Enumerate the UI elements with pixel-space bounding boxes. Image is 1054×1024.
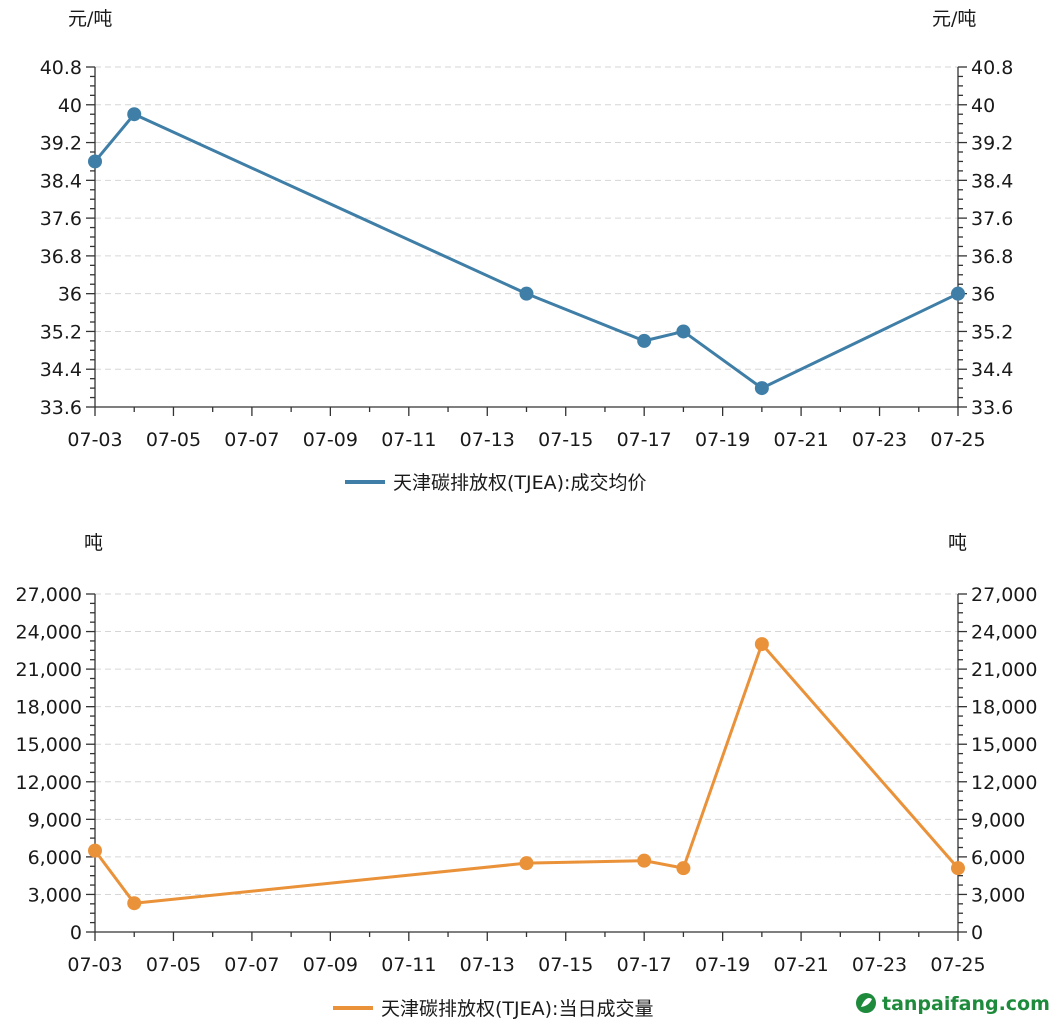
y-tick-label-left: 35.2 bbox=[40, 321, 82, 343]
y-unit-left: 吨 bbox=[84, 532, 103, 554]
y-tick-label-left: 36.8 bbox=[40, 246, 82, 268]
x-tick-label: 07-17 bbox=[617, 954, 672, 976]
x-tick-label: 07-19 bbox=[695, 429, 750, 451]
y-tick-label-left: 18,000 bbox=[16, 697, 82, 719]
x-tick-label: 07-11 bbox=[381, 429, 436, 451]
x-tick-label: 07-05 bbox=[146, 954, 201, 976]
watermark-text: tanpaifang.com bbox=[882, 993, 1050, 1015]
x-tick-label: 07-03 bbox=[67, 954, 122, 976]
y-tick-label-right: 27,000 bbox=[971, 584, 1037, 606]
y-tick-label-left: 39.2 bbox=[40, 133, 82, 155]
legend-label: 天津碳排放权(TJEA):成交均价 bbox=[393, 472, 646, 494]
legend-label: 天津碳排放权(TJEA):当日成交量 bbox=[381, 998, 653, 1020]
y-unit-right: 吨 bbox=[948, 532, 967, 554]
y-tick-label-right: 21,000 bbox=[971, 659, 1037, 681]
x-tick-label: 07-25 bbox=[930, 429, 985, 451]
x-tick-label: 07-15 bbox=[538, 954, 593, 976]
y-tick-label-right: 15,000 bbox=[971, 734, 1037, 756]
x-tick-label: 07-07 bbox=[224, 954, 279, 976]
watermark: tanpaifang.com bbox=[856, 993, 1050, 1015]
y-tick-label-left: 33.6 bbox=[40, 397, 82, 419]
x-tick-label: 07-07 bbox=[224, 429, 279, 451]
y-tick-label-right: 34.4 bbox=[971, 359, 1013, 381]
y-tick-label-left: 36 bbox=[58, 284, 82, 306]
x-tick-label: 07-21 bbox=[773, 429, 828, 451]
y-tick-label-right: 36 bbox=[971, 284, 995, 306]
data-point[interactable] bbox=[676, 861, 691, 876]
y-tick-label-right: 39.2 bbox=[971, 133, 1013, 155]
x-tick-label: 07-23 bbox=[852, 429, 907, 451]
data-point[interactable] bbox=[127, 896, 142, 911]
y-tick-label-right: 40 bbox=[971, 95, 995, 117]
series-line bbox=[93, 112, 959, 390]
x-tick-label: 07-25 bbox=[930, 954, 985, 976]
y-tick-label-right: 35.2 bbox=[971, 321, 1013, 343]
y-tick-label-left: 40 bbox=[58, 95, 82, 117]
y-tick-label-left: 34.4 bbox=[40, 359, 82, 381]
data-point[interactable] bbox=[951, 861, 965, 876]
y-unit-left: 元/吨 bbox=[68, 8, 112, 30]
y-tick-label-right: 33.6 bbox=[971, 397, 1013, 419]
data-point[interactable] bbox=[127, 107, 142, 122]
x-tick-label: 07-21 bbox=[773, 954, 828, 976]
x-tick-label: 07-17 bbox=[617, 429, 672, 451]
x-tick-label: 07-23 bbox=[852, 954, 907, 976]
y-tick-label-right: 9,000 bbox=[971, 809, 1025, 831]
y-tick-label-left: 6,000 bbox=[28, 847, 82, 869]
price-chart: 元/吨 元/吨 33.6 33.6 34.4 34.4 35.2 35.2 36 36 36.8 36… bbox=[40, 8, 1014, 494]
y-tick-label-right: 38.4 bbox=[971, 170, 1013, 192]
x-tick-label: 07-09 bbox=[303, 429, 358, 451]
y-tick-label-left: 21,000 bbox=[16, 659, 82, 681]
y-tick-label-left: 24,000 bbox=[16, 622, 82, 644]
y-tick-label-left: 3,000 bbox=[28, 884, 82, 906]
x-tick-label: 07-09 bbox=[303, 954, 358, 976]
x-tick-label: 07-03 bbox=[67, 429, 122, 451]
data-point[interactable] bbox=[519, 856, 534, 871]
y-tick-label-right: 12,000 bbox=[971, 772, 1037, 794]
x-tick-label: 07-13 bbox=[460, 429, 515, 451]
y-tick-label-right: 18,000 bbox=[971, 697, 1037, 719]
data-point[interactable] bbox=[754, 381, 769, 396]
data-point[interactable] bbox=[88, 843, 102, 858]
watermark-leaf-icon bbox=[861, 998, 872, 1007]
y-tick-label-left: 9,000 bbox=[28, 809, 82, 831]
volume-chart: 吨 吨 0 0 3,000 3,000 6,000 6,000 9,000 9,000 12,000… bbox=[16, 532, 1038, 1020]
y-tick-label-left: 40.8 bbox=[40, 57, 82, 79]
x-tick-label: 07-11 bbox=[381, 954, 436, 976]
data-point[interactable] bbox=[637, 853, 652, 868]
data-point[interactable] bbox=[754, 637, 769, 652]
x-tick-label: 07-13 bbox=[460, 954, 515, 976]
y-tick-label-right: 40.8 bbox=[971, 57, 1013, 79]
y-tick-label-right: 6,000 bbox=[971, 847, 1025, 869]
data-point[interactable] bbox=[519, 286, 534, 301]
y-tick-label-left: 15,000 bbox=[16, 734, 82, 756]
y-tick-label-left: 37.6 bbox=[40, 208, 82, 230]
y-tick-label-right: 0 bbox=[971, 922, 983, 944]
data-point[interactable] bbox=[676, 324, 691, 339]
y-tick-label-right: 37.6 bbox=[971, 208, 1013, 230]
x-tick-label: 07-05 bbox=[146, 429, 201, 451]
data-point[interactable] bbox=[637, 333, 652, 348]
y-tick-label-right: 36.8 bbox=[971, 246, 1013, 268]
x-tick-label: 07-19 bbox=[695, 954, 750, 976]
y-tick-label-left: 27,000 bbox=[16, 584, 82, 606]
y-tick-label-left: 0 bbox=[70, 922, 82, 944]
y-tick-label-right: 3,000 bbox=[971, 884, 1025, 906]
y-tick-label-right: 24,000 bbox=[971, 622, 1037, 644]
y-tick-label-left: 38.4 bbox=[40, 170, 82, 192]
data-point[interactable] bbox=[951, 286, 965, 301]
data-point[interactable] bbox=[88, 154, 102, 169]
y-unit-right: 元/吨 bbox=[932, 8, 976, 30]
x-tick-label: 07-15 bbox=[538, 429, 593, 451]
y-tick-label-left: 12,000 bbox=[16, 772, 82, 794]
